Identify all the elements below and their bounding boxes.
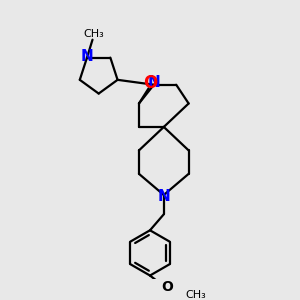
Text: O: O [143,74,157,92]
Text: CH₃: CH₃ [83,28,104,39]
Text: O: O [161,280,173,294]
Text: N: N [148,75,160,90]
Text: N: N [81,49,93,64]
Text: CH₃: CH₃ [185,290,206,300]
Text: N: N [158,189,170,204]
